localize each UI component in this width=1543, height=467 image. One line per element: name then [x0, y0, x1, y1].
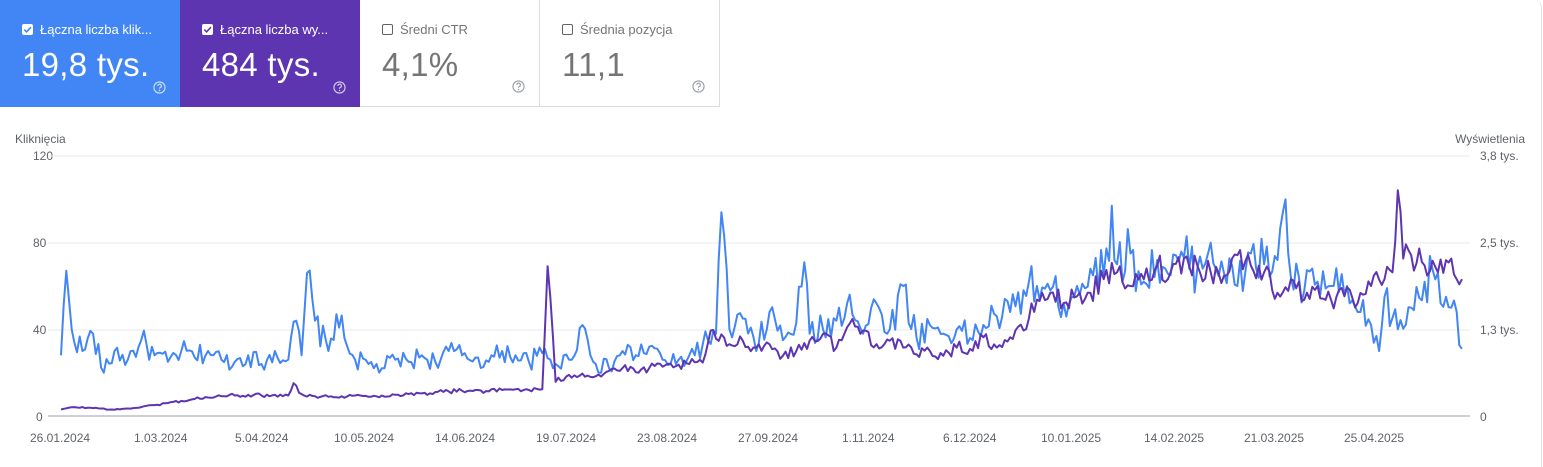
metric-card-position[interactable]: Średnia pozycja 11,1: [540, 0, 720, 107]
metric-card-ctr[interactable]: Średni CTR 4,1%: [360, 0, 540, 107]
series-lines: [60, 189, 1463, 411]
checkbox-checked-icon[interactable]: [202, 24, 213, 35]
checkbox-unchecked-icon[interactable]: [562, 24, 573, 35]
right-tick-label: 3,8 tys.: [1480, 149, 1519, 163]
right-tick-label: 2,5 tys.: [1480, 236, 1519, 250]
x-tick-label: 1.03.2024: [134, 431, 188, 445]
x-tick-label: 23.08.2024: [637, 431, 698, 445]
right-tick-label: 1,3 tys.: [1480, 323, 1519, 337]
metric-label: Łączna liczba wy...: [220, 22, 329, 37]
impressions-series-line: [60, 189, 1463, 411]
x-tick-label: 5.04.2024: [235, 431, 289, 445]
x-tick-label: 1.11.2024: [842, 431, 895, 445]
left-tick-label: 120: [33, 149, 54, 163]
metric-value: 484 tys.: [202, 46, 320, 83]
x-tick-label: 19.07.2024: [536, 431, 597, 445]
checkbox-unchecked-icon[interactable]: [382, 24, 393, 35]
metric-label: Średnia pozycja: [580, 22, 673, 37]
metric-value: 11,1: [562, 46, 625, 83]
x-tick-label: 10.05.2024: [334, 431, 395, 445]
left-tick-label: 40: [33, 323, 47, 337]
help-icon[interactable]: [692, 80, 705, 93]
clicks-series-line: [60, 198, 1463, 374]
x-tick-label: 14.02.2025: [1144, 431, 1205, 445]
metric-cards: Łączna liczba klik... 19,8 tys. Łączna l…: [0, 0, 720, 107]
metric-label: Łączna liczba klik...: [40, 22, 152, 37]
left-tick-label: 0: [36, 410, 43, 424]
metric-card-clicks[interactable]: Łączna liczba klik... 19,8 tys.: [0, 0, 180, 107]
x-tick-label: 27.09.2024: [738, 431, 799, 445]
grid-lines: [48, 155, 1470, 417]
right-tick-label: 0: [1480, 410, 1487, 424]
metric-card-impressions[interactable]: Łączna liczba wy... 484 tys.: [180, 0, 360, 107]
left-tick-label: 80: [33, 236, 47, 250]
right-axis-title: Wyświetlenia: [1455, 132, 1525, 146]
x-tick-label: 6.12.2024: [943, 431, 997, 445]
help-icon[interactable]: [153, 81, 166, 94]
x-tick-label: 26.01.2024: [30, 431, 91, 445]
metric-value: 4,1%: [382, 46, 459, 83]
help-icon[interactable]: [333, 81, 346, 94]
x-tick-label: 14.06.2024: [435, 431, 496, 445]
checkbox-checked-icon[interactable]: [22, 24, 33, 35]
x-tick-label: 21.03.2025: [1244, 431, 1305, 445]
x-tick-label: 10.01.2025: [1041, 431, 1102, 445]
metric-label: Średni CTR: [400, 22, 468, 37]
x-tick-label: 25.04.2025: [1344, 431, 1405, 445]
left-axis-title: Kliknięcia: [15, 132, 66, 146]
help-icon[interactable]: [512, 80, 525, 93]
metric-value: 19,8 tys.: [22, 46, 150, 83]
